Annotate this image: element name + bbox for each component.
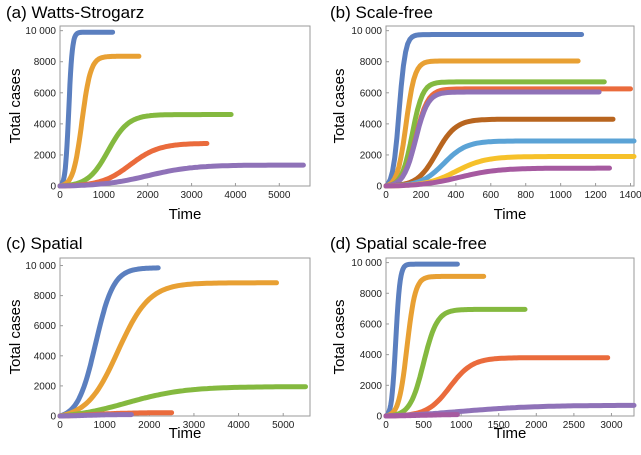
series-line-2: [57, 112, 234, 189]
panel-0: (a) Watts-Strogarz 0 1000 2000 3000 4000 5000 0…: [6, 3, 311, 223]
x-tick-label: 0: [383, 420, 389, 431]
series-line-2: [57, 384, 308, 419]
series-line-5: [383, 412, 460, 419]
y-tick-label: 2000: [34, 381, 57, 392]
series-line-4: [57, 412, 134, 419]
series-line-1: [383, 273, 487, 419]
x-tick-label: 5000: [272, 420, 295, 431]
series-line-1: [57, 53, 142, 189]
y-tick-label: 6000: [360, 88, 383, 99]
x-tick-label: 200: [413, 190, 430, 201]
x-axis-label: Time: [169, 206, 202, 223]
series-line-1: [57, 280, 279, 419]
x-tick-label: 1000: [94, 420, 117, 431]
y-axis-label: Total cases: [331, 68, 348, 143]
x-tick-label: 500: [415, 420, 432, 431]
panel-title: (d) Spatial scale-free: [330, 234, 487, 253]
y-tick-label: 10 000: [25, 261, 56, 272]
y-tick-label: 6000: [34, 321, 57, 332]
x-tick-label: 1000: [93, 190, 116, 201]
x-tick-label: 0: [57, 190, 63, 201]
x-tick-label: 3000: [183, 420, 206, 431]
series-line-0: [57, 265, 161, 419]
y-tick-label: 6000: [34, 88, 57, 99]
x-tick-label: 1500: [488, 420, 511, 431]
plot-frame: [385, 257, 635, 417]
y-tick-label: 8000: [360, 57, 383, 68]
series-line-4: [57, 162, 306, 189]
y-axis-label: Total cases: [7, 299, 24, 374]
x-tick-label: 4000: [224, 190, 247, 201]
y-tick-label: 2000: [34, 150, 57, 161]
panel-2: (c) Spatial 0 1000 2000 3000 4000 5000 0 2000 400…: [6, 234, 311, 442]
y-axis-label: Total cases: [331, 299, 348, 374]
y-tick-label: 8000: [34, 57, 57, 68]
x-axis-label: Time: [494, 425, 527, 442]
plot-frame: [385, 25, 635, 187]
series-line-5: [383, 116, 616, 189]
x-tick-label: 1000: [450, 420, 473, 431]
series-line-0: [383, 261, 460, 419]
series-line-0: [383, 32, 585, 189]
y-tick-label: 4000: [360, 119, 383, 130]
y-tick-label: 10 000: [25, 26, 56, 37]
y-tick-label: 10 000: [351, 258, 382, 269]
x-tick-label: 2000: [525, 420, 548, 431]
x-tick-label: 400: [448, 190, 465, 201]
y-tick-label: 0: [50, 182, 56, 193]
x-tick-label: 0: [383, 190, 389, 201]
y-tick-label: 10 000: [351, 26, 382, 37]
x-tick-label: 600: [482, 190, 499, 201]
y-axis-label: Total cases: [7, 68, 24, 143]
x-axis-label: Time: [169, 425, 202, 442]
series-line-8: [383, 165, 612, 189]
y-tick-label: 2000: [360, 381, 383, 392]
series-line-0: [57, 29, 116, 189]
x-tick-label: 2000: [137, 190, 160, 201]
y-tick-label: 6000: [360, 319, 383, 330]
plot-frame: [59, 257, 311, 417]
x-tick-label: 800: [517, 190, 534, 201]
x-tick-label: 5000: [268, 190, 291, 201]
panel-title: (c) Spatial: [6, 234, 83, 253]
x-tick-label: 1200: [584, 190, 607, 201]
y-tick-label: 0: [50, 412, 56, 423]
y-tick-label: 4000: [360, 350, 383, 361]
series-line-4: [383, 89, 602, 189]
series-line-1: [383, 58, 581, 189]
panel-title: (b) Scale-free: [330, 3, 433, 22]
x-tick-label: 1400: [619, 190, 641, 201]
y-tick-label: 0: [376, 182, 382, 193]
x-tick-label: 4000: [227, 420, 250, 431]
y-tick-label: 2000: [360, 150, 383, 161]
y-tick-label: 8000: [34, 291, 57, 302]
series-line-3: [383, 355, 611, 419]
y-tick-label: 4000: [34, 351, 57, 362]
y-tick-label: 8000: [360, 289, 383, 300]
y-tick-label: 0: [376, 412, 382, 423]
x-tick-label: 1000: [550, 190, 573, 201]
series-line-2: [383, 79, 607, 189]
x-tick-label: 0: [57, 420, 63, 431]
panel-title: (a) Watts-Strogarz: [6, 3, 144, 22]
series-line-6: [383, 138, 637, 189]
series-line-2: [383, 306, 528, 419]
x-tick-label: 2000: [138, 420, 161, 431]
plot-frame: [59, 25, 311, 187]
x-tick-label: 3000: [600, 420, 623, 431]
x-tick-label: 3000: [180, 190, 203, 201]
x-axis-label: Time: [494, 206, 527, 223]
x-tick-label: 2500: [563, 420, 586, 431]
panel-1: (b) Scale-free 0 200 400 600 800 1000 1200 1400 0…: [330, 3, 641, 223]
y-tick-label: 4000: [34, 119, 57, 130]
panel-3: (d) Spatial scale-free 0 500 1000 1500 2000 25…: [330, 234, 637, 442]
